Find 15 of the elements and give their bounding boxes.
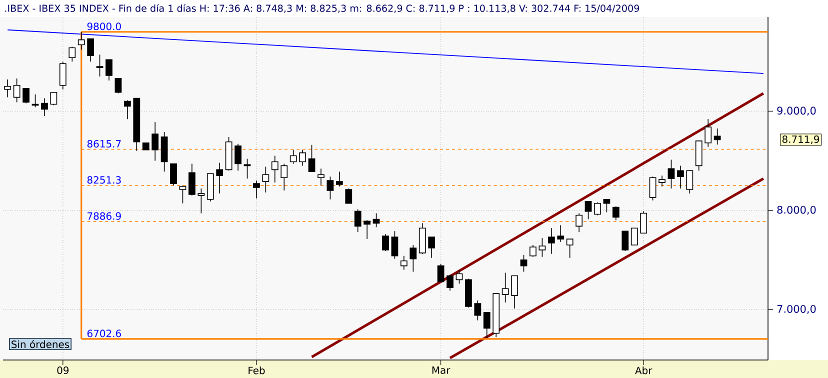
x-tick-label: Mar xyxy=(432,366,450,374)
y-tick-label: 9.000,0 xyxy=(777,106,816,116)
x-tick-label: Abr xyxy=(635,366,652,374)
y-tick-label: 8.000,0 xyxy=(777,206,816,215)
ref-line-label: 8615.7 xyxy=(87,140,121,148)
annotation: Sin órdenes xyxy=(12,340,70,348)
x-tick-label: Feb xyxy=(248,366,265,374)
ref-line-label: 6702.6 xyxy=(87,330,121,338)
ref-line-label: 7886.9 xyxy=(88,212,121,220)
chart-title: .IBEX - IBEX 35 INDEX - Fin de día 1 días H: 17:36 A: 8.748,3 M: 8.825,3 m: 8.662,9 C: 8.711,9 P : 10.113,8 V: 302.744 F: 15/04/2009 xyxy=(5,4,640,13)
y-tick-label: 7.000,0 xyxy=(777,304,816,314)
ref-line-label: 8251.3 xyxy=(87,176,121,184)
x-tick-label: 09 xyxy=(57,366,69,374)
ref-line-label: 9800.0 xyxy=(87,22,121,30)
text: 8.711,9 xyxy=(782,135,820,144)
